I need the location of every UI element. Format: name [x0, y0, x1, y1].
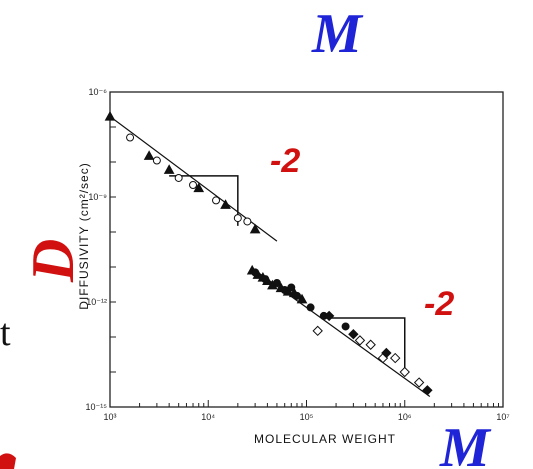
data-point: [212, 196, 221, 205]
data-point: [365, 339, 376, 350]
data-point: [193, 182, 205, 193]
data-point: [249, 223, 261, 234]
data-point: [296, 293, 308, 304]
axis-ticks: [109, 91, 500, 408]
data-point: [292, 291, 301, 300]
y-tick-label: 10⁻¹⁵: [86, 402, 108, 412]
axis-tick-labels: 10³ 10⁴ 10⁵ 10⁶ 10⁷ 10⁻⁶ 10⁻⁹ 10⁻¹² 10⁻¹⁵: [86, 87, 510, 422]
data-point: [354, 335, 366, 346]
molecular-weight-symbol-top: M: [311, 3, 364, 65]
x-tick-label: 10⁶: [398, 412, 412, 422]
data-point: [390, 352, 401, 364]
y-axis-title: DIFFUSIVITY (cm²/sec): [77, 162, 91, 309]
x-tick-label: 10⁵: [300, 412, 314, 422]
slope-triangles: [169, 175, 406, 372]
data-point: [163, 164, 175, 174]
data-point: [399, 366, 410, 378]
cut-off-red-fragment: [0, 453, 16, 469]
data-point: [381, 347, 392, 359]
data-point: [126, 133, 135, 142]
data-point: [413, 377, 425, 388]
x-tick-label: 10⁷: [496, 412, 509, 422]
data-point: [220, 199, 231, 209]
data-point: [422, 385, 433, 396]
diffusivity-symbol: D: [20, 239, 86, 283]
slope-triangle: [323, 317, 406, 372]
data-point: [243, 217, 252, 226]
x-axis-title: MOLECULAR WEIGHT: [254, 432, 396, 446]
data-point: [272, 278, 281, 287]
data-point: [306, 303, 315, 312]
data-point: [143, 150, 155, 160]
y-tick-label: 10⁻⁹: [88, 192, 107, 202]
data-point: [287, 283, 296, 292]
data-point: [174, 173, 183, 182]
plot-frame: [109, 91, 504, 408]
data-point: [251, 268, 260, 277]
data-point: [233, 214, 242, 223]
data-point: [341, 322, 350, 331]
data-points: [104, 110, 433, 396]
molecular-weight-symbol-bottom: M: [439, 417, 492, 469]
data-point: [189, 181, 198, 190]
slope-triangle: [169, 175, 239, 226]
data-point: [323, 310, 335, 322]
data-point: [152, 156, 161, 165]
data-point: [348, 329, 359, 340]
data-point: [104, 110, 116, 121]
x-tick-label: 10³: [103, 412, 116, 422]
x-tick-label: 10⁴: [201, 412, 215, 422]
y-tick-label: 10⁻¹²: [86, 297, 107, 307]
slope-label-upper: -2: [270, 142, 300, 180]
fit-line: [109, 115, 278, 242]
data-point: [280, 286, 289, 295]
y-tick-label: 10⁻⁶: [89, 87, 108, 97]
data-point: [261, 275, 270, 284]
slope-label-lower: -2: [424, 285, 454, 323]
data-point: [312, 325, 323, 337]
cut-off-text-fragment: t: [0, 312, 11, 354]
